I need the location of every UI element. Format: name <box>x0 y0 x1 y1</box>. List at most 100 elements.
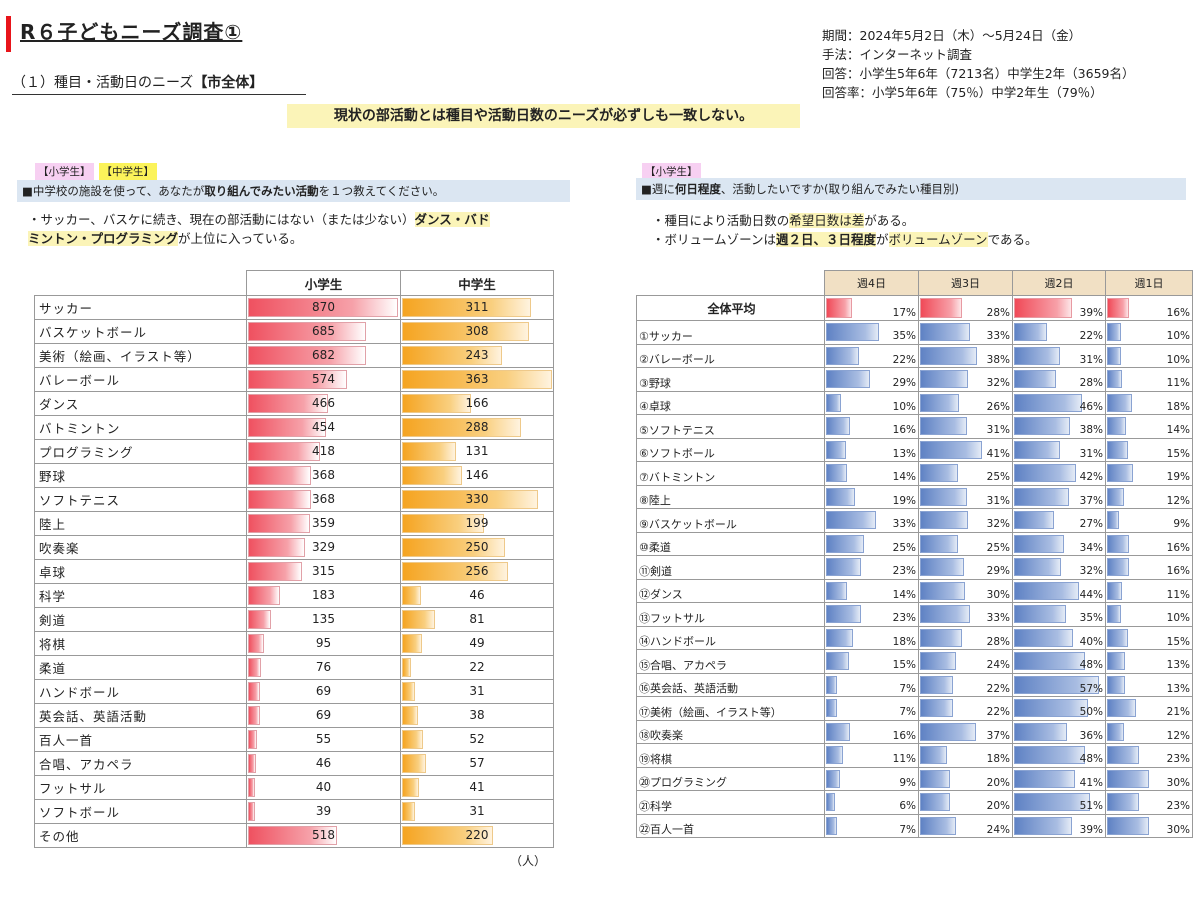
info-method: 手法：インターネット調査 <box>822 47 973 62</box>
junior-cell: 31 <box>400 799 554 824</box>
percent-cell: 48% <box>1012 743 1106 768</box>
elementary-cell: 183 <box>246 583 401 608</box>
percent-value: 30% <box>986 588 1010 601</box>
headline-banner: 現状の部活動とは種目や活動日数のニーズが必ずしも一致しない。 <box>287 104 800 128</box>
percent-bar <box>920 652 956 671</box>
percent-bar <box>920 370 968 389</box>
elementary-cell: 329 <box>246 535 401 560</box>
percent-cell: 18% <box>918 743 1013 768</box>
percent-value: 18% <box>1166 400 1190 413</box>
average-row: 全体平均 17% 28% 39% 16% <box>636 295 1193 321</box>
elementary-value: 685 <box>312 324 335 338</box>
percent-cell: 37% <box>1012 484 1106 509</box>
junior-cell: 57 <box>400 751 554 776</box>
activity-label: 卓球 <box>34 559 247 584</box>
sport-label: ⑪剣道 <box>636 555 825 580</box>
left-note-highlight-1: ダンス・バド <box>414 212 490 227</box>
percent-bar <box>1014 464 1077 483</box>
elementary-bar <box>248 538 305 557</box>
left-question-bold: 取り組んでみたい活動 <box>204 184 319 198</box>
percent-value: 11% <box>1166 588 1190 601</box>
percent-value: 10% <box>1166 330 1190 343</box>
percent-cell: 22% <box>918 696 1013 721</box>
percent-bar <box>920 346 977 365</box>
percent-cell: 37% <box>918 719 1013 744</box>
percent-cell: 25% <box>824 531 919 556</box>
percent-bar <box>1014 346 1060 365</box>
percent-cell: 10% <box>1105 343 1193 368</box>
percent-bar <box>920 722 976 741</box>
percent-value: 24% <box>986 823 1010 836</box>
percent-value: 13% <box>1166 682 1190 695</box>
elementary-cell: 368 <box>246 463 401 488</box>
percent-cell: 18% <box>824 625 919 650</box>
elementary-value: 454 <box>312 420 335 434</box>
percent-bar <box>1014 722 1068 741</box>
percent-cell: 16% <box>1105 531 1193 556</box>
sport-label: ⑩柔道 <box>636 531 825 556</box>
percent-cell: 16% <box>824 719 919 744</box>
junior-bar <box>402 682 415 701</box>
days-column-header: 週1日 <box>1105 270 1193 296</box>
percent-cell: 20% <box>918 790 1013 815</box>
junior-cell: 243 <box>400 343 554 368</box>
percent-cell: 31% <box>1012 343 1106 368</box>
junior-bar <box>402 322 530 341</box>
activity-label: 剣道 <box>34 607 247 632</box>
percent-bar <box>826 699 837 718</box>
sport-label: ㉑科学 <box>636 790 825 815</box>
percent-bar <box>920 558 964 577</box>
elementary-cell: 685 <box>246 319 401 344</box>
elementary-cell: 46 <box>246 751 401 776</box>
junior-value: 52 <box>469 732 485 746</box>
activity-bar-table: 小学生 中学生 サッカー 870 311 バスケットボール 685 308 美術（絵画、イラス… <box>34 270 554 848</box>
percent-cell: 28% <box>1012 367 1106 392</box>
percent-cell: 12% <box>1105 484 1193 509</box>
percent-bar <box>826 417 850 436</box>
percent-value: 20% <box>986 776 1010 789</box>
percent-value: 6% <box>899 800 916 813</box>
percent-bar <box>920 699 953 718</box>
junior-bar <box>402 634 423 653</box>
percent-value: 33% <box>986 612 1010 625</box>
percent-bar <box>1107 793 1139 812</box>
percent-cell: 7% <box>824 672 919 697</box>
percent-value: 12% <box>1166 494 1190 507</box>
percent-value: 24% <box>986 659 1010 672</box>
elementary-cell: 870 <box>246 295 401 320</box>
percent-bar <box>1107 675 1125 694</box>
junior-bar <box>402 490 539 509</box>
left-series-header-junior: 中学生 <box>400 270 554 296</box>
elementary-value: 359 <box>312 516 335 530</box>
percent-cell: 9% <box>1105 508 1193 533</box>
percent-value: 16% <box>892 729 916 742</box>
percent-bar <box>826 487 855 506</box>
section-subtitle: （１）種目・活動日のニーズ【市全体】 <box>12 72 306 95</box>
elementary-value: 76 <box>315 660 332 674</box>
percent-cell: 15% <box>1105 437 1193 462</box>
percent-value: 36% <box>1079 729 1103 742</box>
title-accent-bar <box>6 16 11 52</box>
percent-value: 26% <box>986 400 1010 413</box>
tag-junior-high: 【中学生】 <box>98 163 157 180</box>
percent-cell: 13% <box>1105 649 1193 674</box>
sport-row: ⑧陸上 19% 31% 37% 12% <box>636 484 1193 509</box>
percent-value: 46% <box>1079 400 1103 413</box>
junior-value: 243 <box>465 348 489 362</box>
percent-value: 16% <box>1166 307 1190 319</box>
percent-cell: 30% <box>1105 813 1193 838</box>
right-question: ■週に何日程度、活動したいですか(取り組んでみたい種目別) <box>636 178 1186 200</box>
sport-label: ②バレーボール <box>636 343 825 368</box>
tag-elementary-right: 【小学生】 <box>642 163 701 180</box>
percent-cell: 22% <box>918 672 1013 697</box>
sport-label: ⑱吹奏楽 <box>636 719 825 744</box>
left-question-pre: ■中学校の施設を使って、あなたが <box>22 184 205 198</box>
junior-value: 81 <box>469 612 485 626</box>
subtitle-text: （１）種目・活動日のニーズ <box>12 75 194 91</box>
percent-bar <box>1014 534 1065 553</box>
percent-value: 41% <box>986 447 1010 460</box>
activity-label: サッカー <box>34 295 247 320</box>
junior-value: 199 <box>465 516 489 530</box>
percent-bar <box>826 769 840 788</box>
percent-bar <box>1107 746 1139 765</box>
